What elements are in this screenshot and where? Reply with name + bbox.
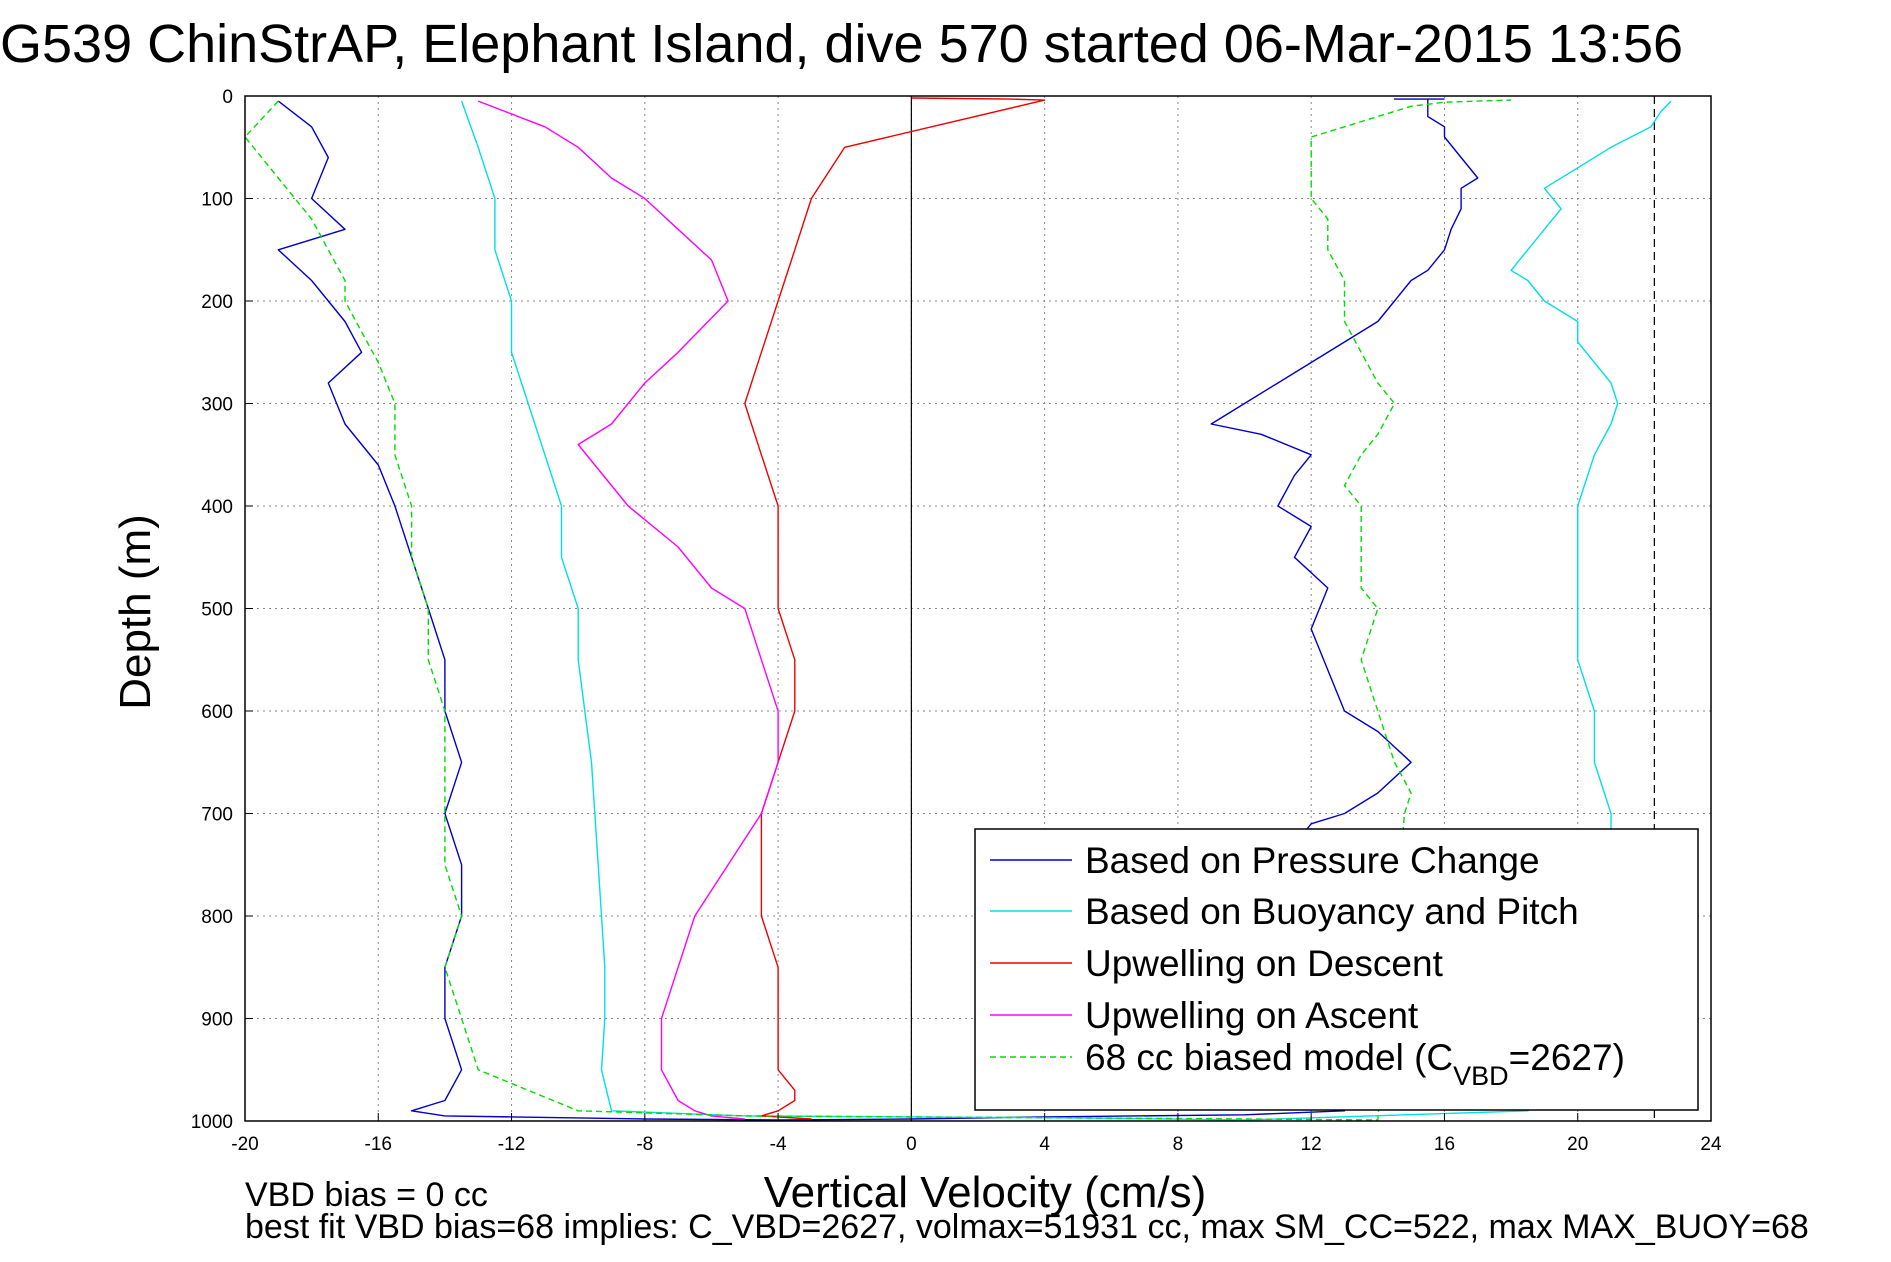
reference-lines — [910, 96, 1655, 1121]
y-tick-label: 200 — [201, 292, 233, 313]
y-tick-label: 0 — [222, 87, 233, 108]
x-tick-label: 24 — [1700, 1134, 1722, 1155]
x-tick-label: 8 — [1173, 1134, 1184, 1155]
y-axis-label: Depth (m) — [111, 514, 160, 710]
y-tick-label: 800 — [201, 907, 233, 928]
pressure-change-line — [277, 98, 1479, 1121]
y-tick-label: 100 — [201, 190, 233, 211]
legend-label: Based on Buoyancy and Pitch — [1085, 891, 1579, 932]
x-tick-label: -12 — [498, 1134, 525, 1155]
x-tick-label: 20 — [1567, 1134, 1588, 1155]
x-tick-label: -8 — [636, 1134, 653, 1155]
legend-item-pressure-change: Based on Pressure Change — [990, 840, 1540, 881]
ticks: -20 -16 -12 -8 -4 0 4 8 12 16 20 24 0 100 200 300 400 500… — [191, 87, 1722, 1155]
biased-model-line — [244, 99, 1512, 1121]
x-tick-label: -16 — [365, 1134, 392, 1155]
y-tick-label: 900 — [201, 1010, 233, 1031]
legend-box — [974, 828, 1699, 1111]
legend-item-upwelling-descent: Upwelling on Descent — [990, 943, 1444, 984]
legend-label: Upwelling on Ascent — [1085, 995, 1419, 1036]
x-tick-label: 4 — [1039, 1134, 1050, 1155]
upwelling-ascent-line — [477, 100, 779, 1120]
legend-item-upwelling-ascent: Upwelling on Ascent — [990, 995, 1419, 1036]
legend-label: Based on Pressure Change — [1085, 840, 1540, 881]
legend: Based on Pressure Change Based on Buoyanc… — [974, 828, 1699, 1111]
y-tick-label: 300 — [201, 395, 233, 416]
y-tick-label: 500 — [201, 600, 233, 621]
best-fit-note: best fit VBD bias=68 implies: C_VBD=2627… — [245, 1208, 1809, 1246]
x-tick-label: 0 — [906, 1134, 917, 1155]
x-tick-label: -20 — [231, 1134, 258, 1155]
y-tick-label: 400 — [201, 497, 233, 518]
legend-label: Upwelling on Descent — [1085, 943, 1444, 984]
x-tick-label: -4 — [770, 1134, 787, 1155]
x-tick-label: 16 — [1434, 1134, 1455, 1155]
y-tick-label: 600 — [201, 702, 233, 723]
x-tick-label: 12 — [1301, 1134, 1322, 1155]
vbd-bias-note: VBD bias = 0 cc — [245, 1176, 488, 1214]
legend-item-buoyancy-pitch: Based on Buoyancy and Pitch — [990, 891, 1579, 932]
y-tick-label: 700 — [201, 805, 233, 826]
upwelling-descent-line — [744, 97, 1046, 1120]
y-tick-label: 1000 — [191, 1112, 233, 1133]
chart-title: G539 ChinStrAP, Elephant Island, dive 57… — [0, 14, 1683, 74]
x-axis-label: Vertical Velocity (cm/s) — [764, 1168, 1207, 1217]
